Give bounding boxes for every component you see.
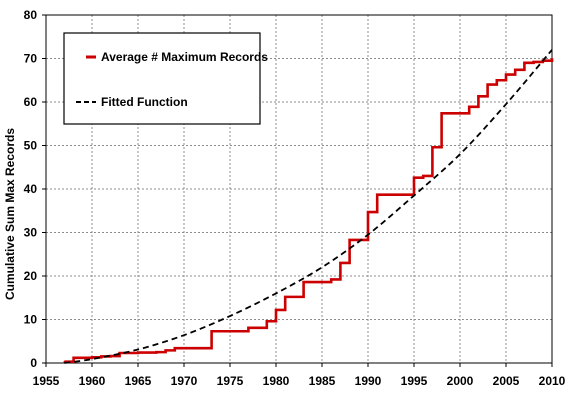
data-point [265,320,268,323]
data-point [413,176,415,179]
y-tick-label: 40 [24,182,38,196]
data-point [164,349,167,352]
data-point [449,112,452,115]
legend-label-average-max-records: Average # Maximum Records [101,50,268,64]
data-point [219,330,222,333]
data-point [137,351,139,354]
data-point [302,281,305,283]
y-tick-label: 50 [24,139,38,153]
series-layer [63,49,554,364]
data-point [385,193,388,196]
x-tick-label: 1975 [217,374,244,388]
y-tick-label: 30 [24,226,38,240]
data-point [100,355,103,358]
series-line-average-max-records [64,58,554,363]
legend-box [63,32,261,125]
data-point [321,281,323,283]
data-point [146,351,149,354]
data-point [459,154,460,155]
data-point [403,193,406,196]
data-point [91,356,93,359]
series-average-max-records [63,57,554,363]
data-point [173,347,176,350]
data-point [238,330,241,333]
y-tick-label: 0 [30,356,37,370]
data-point [247,326,250,329]
data-point [137,349,138,350]
axes [42,14,553,367]
x-tick-label: 2005 [493,374,520,388]
data-point [321,267,322,268]
x-tick-label: 2000 [447,374,474,388]
y-tick-label: 60 [24,95,38,109]
data-point [109,355,112,357]
y-tick-label: 80 [24,8,38,22]
data-point [192,347,195,350]
data-point [431,146,434,149]
data-point [514,68,517,71]
x-tick-label: 1980 [263,374,290,388]
data-point [293,295,296,298]
x-tick-label: 1965 [125,374,152,388]
data-point [72,356,75,359]
data-point [210,330,213,333]
y-tick-label: 70 [24,52,38,66]
x-tick-label: 1960 [79,374,106,388]
data-point [201,347,204,350]
series-fitted-function [64,49,553,364]
data-point [284,295,287,298]
data-point [440,112,443,115]
data-point [275,309,277,311]
data-point [229,330,231,333]
plot-area-border [45,14,553,364]
data-point [376,193,379,196]
data-point [367,211,369,213]
data-point [551,49,552,50]
data-point [551,57,553,60]
data-point [256,326,259,329]
x-tick-label: 1970 [171,374,198,388]
x-tick-label: 1985 [309,374,336,388]
data-point [367,234,368,235]
legend: Average # Maximum Records Fitted Functio… [63,32,268,125]
data-point [229,315,230,316]
data-point [523,61,526,64]
data-point [532,61,535,63]
y-tick-label: 10 [24,313,38,327]
data-point [394,193,397,196]
data-point [155,351,158,354]
x-tick-label: 2010 [539,374,566,388]
data-point [275,293,276,294]
data-point [505,104,506,105]
legend-label-fitted-function: Fitted Function [101,95,188,109]
y-axis-title: Cumulative Sum Max Records [3,128,17,300]
data-point [505,73,507,76]
series-line-fitted-function [64,49,553,364]
data-point [64,362,65,363]
x-tick-label: 1995 [401,374,428,388]
data-point [477,95,480,98]
tick-labels: 1955 1960 1965 1970 1975 1980 1985 1990 1995 2000… [24,8,566,388]
data-point [422,175,425,177]
y-tick-label: 20 [24,269,38,283]
data-point [311,281,314,283]
data-point [183,347,185,350]
data-point [330,278,333,281]
x-tick-label: 1990 [355,374,382,388]
data-point [339,262,342,264]
data-point [91,358,92,359]
data-point [495,79,498,82]
x-tick-label: 1955 [33,374,60,388]
data-point [348,238,351,241]
data-point [413,195,414,196]
data-point [459,112,461,115]
data-point [183,335,184,336]
data-point [486,83,489,86]
data-point [81,356,84,359]
data-point [468,105,471,108]
